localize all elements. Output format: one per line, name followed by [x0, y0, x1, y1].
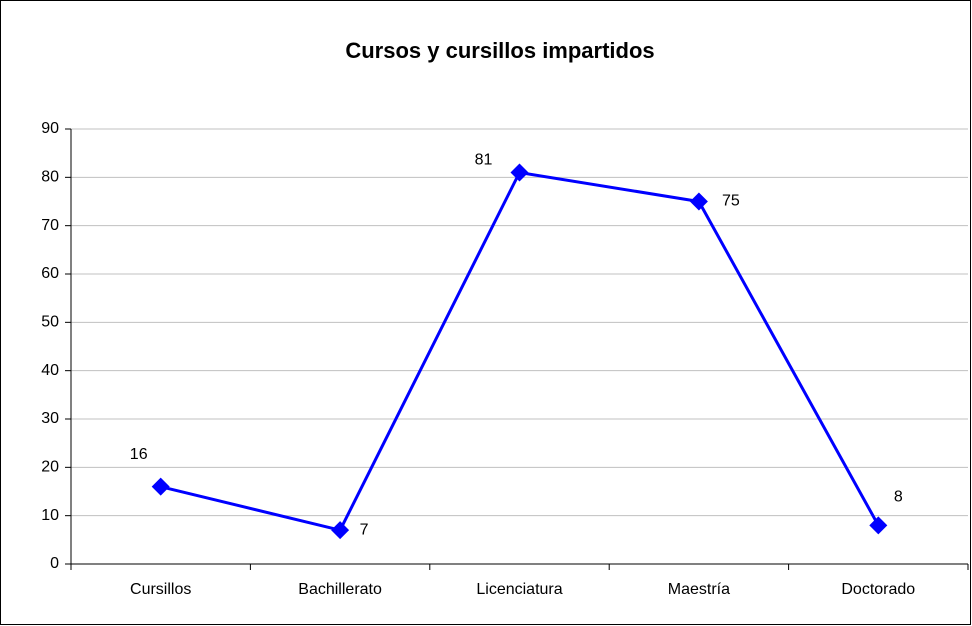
data-label: 16: [130, 446, 148, 463]
marker: [331, 521, 350, 540]
marker: [151, 477, 170, 496]
x-tick-label: Cursillos: [130, 581, 191, 598]
marker: [689, 192, 708, 211]
x-tick-label: Licenciatura: [476, 581, 562, 598]
data-label: 7: [360, 521, 369, 538]
y-tick-label: 40: [41, 362, 59, 379]
x-tick-label: Bachillerato: [298, 581, 382, 598]
y-tick-label: 30: [41, 410, 59, 427]
x-tick-label: Maestría: [668, 581, 730, 598]
x-tick-label: Doctorado: [841, 581, 915, 598]
chart-title: Cursos y cursillos impartidos: [345, 38, 654, 63]
y-tick-label: 80: [41, 169, 59, 186]
data-label: 75: [722, 193, 740, 210]
y-tick-label: 50: [41, 314, 59, 331]
data-label: 81: [475, 152, 493, 169]
data-label: 8: [894, 489, 903, 506]
y-tick-label: 70: [41, 217, 59, 234]
marker: [869, 516, 888, 535]
y-tick-label: 10: [41, 507, 59, 524]
y-tick-label: 60: [41, 265, 59, 282]
y-tick-label: 0: [50, 555, 59, 572]
marker: [510, 163, 529, 182]
y-tick-label: 90: [41, 120, 59, 137]
y-tick-label: 20: [41, 459, 59, 476]
